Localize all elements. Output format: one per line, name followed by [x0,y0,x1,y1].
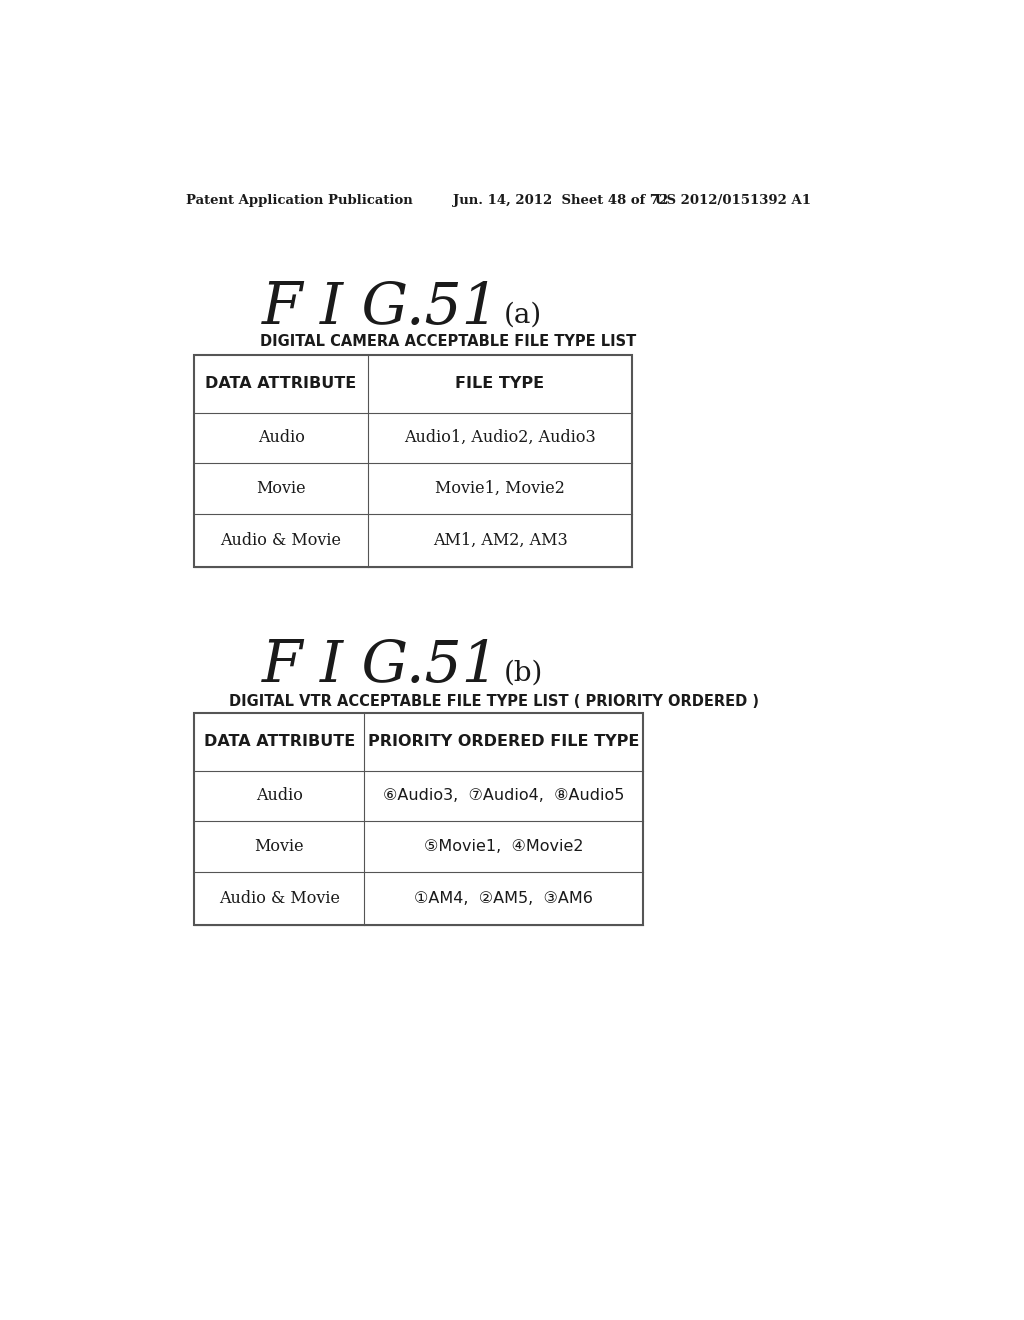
Text: DATA ATTRIBUTE: DATA ATTRIBUTE [204,734,354,750]
Bar [194,713,643,924]
Text: Jun. 14, 2012  Sheet 48 of 72: Jun. 14, 2012 Sheet 48 of 72 [454,194,669,207]
Text: DIGITAL CAMERA ACCEPTABLE FILE TYPE LIST: DIGITAL CAMERA ACCEPTABLE FILE TYPE LIST [260,334,636,350]
Text: Audio1, Audio2, Audio3: Audio1, Audio2, Audio3 [404,429,596,446]
Text: DIGITAL VTR ACCEPTABLE FILE TYPE LIST ( PRIORITY ORDERED ): DIGITAL VTR ACCEPTABLE FILE TYPE LIST ( … [228,694,759,709]
Text: Patent Application Publication: Patent Application Publication [186,194,413,207]
Text: US 2012/0151392 A1: US 2012/0151392 A1 [655,194,811,207]
Text: ⑤Movie1,  ④Movie2: ⑤Movie1, ④Movie2 [424,840,584,854]
Text: ⑥Audio3,  ⑦Audio4,  ⑧Audio5: ⑥Audio3, ⑦Audio4, ⑧Audio5 [383,788,625,803]
Text: DATA ATTRIBUTE: DATA ATTRIBUTE [206,376,356,391]
Text: PRIORITY ORDERED FILE TYPE: PRIORITY ORDERED FILE TYPE [369,734,640,750]
Text: (a): (a) [504,301,542,329]
Text: Audio: Audio [258,429,304,446]
Text: Movie: Movie [254,838,304,855]
Text: Audio & Movie: Audio & Movie [220,532,342,549]
Text: Movie: Movie [256,480,306,496]
Bar [194,355,632,566]
Text: FILE TYPE: FILE TYPE [456,376,545,391]
Text: F I G.51: F I G.51 [262,639,500,694]
Text: AM1, AM2, AM3: AM1, AM2, AM3 [432,532,567,549]
Text: F I G.51: F I G.51 [262,280,500,337]
Text: Movie1, Movie2: Movie1, Movie2 [435,480,565,496]
Text: (b): (b) [504,659,544,686]
Text: ①AM4,  ②AM5,  ③AM6: ①AM4, ②AM5, ③AM6 [415,891,593,906]
Text: Audio & Movie: Audio & Movie [219,890,340,907]
Text: Audio: Audio [256,787,302,804]
